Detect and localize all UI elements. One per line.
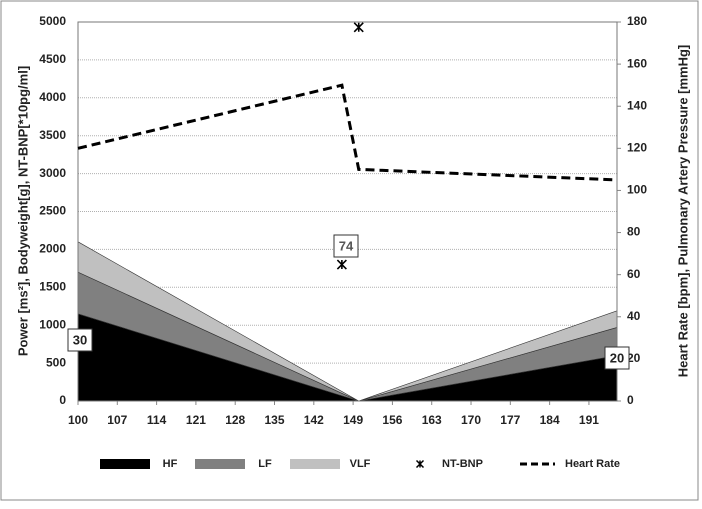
x-tick-label: 184 (540, 413, 560, 427)
y2-tick-label: 80 (627, 225, 641, 239)
y-tick-label: 1000 (39, 317, 66, 331)
x-tick-label: 121 (186, 413, 206, 427)
x-tick-label: 177 (500, 413, 520, 427)
annotation: 20 (610, 350, 624, 365)
y2-axis-label: Heart Rate [bpm], Pulmonary Artery Press… (675, 45, 690, 378)
x-tick-label: 191 (579, 413, 599, 427)
y2-tick-label: 40 (627, 309, 641, 323)
x-tick-label: 128 (225, 413, 245, 427)
x-tick-label: 142 (304, 413, 324, 427)
y2-tick-label: 0 (627, 393, 634, 407)
y-tick-label: 4000 (39, 90, 66, 104)
y2-tick-label: 120 (627, 141, 647, 155)
legend-label: NT-BNP (442, 458, 483, 470)
legend-swatch (195, 459, 245, 469)
y-tick-label: 500 (46, 355, 66, 369)
x-tick-label: 149 (343, 413, 363, 427)
y-tick-label: 0 (59, 393, 66, 407)
annotation-box (333, 234, 359, 258)
y-tick-label: 2500 (39, 204, 66, 218)
legend-marker (415, 459, 425, 469)
x-tick-label: 135 (264, 413, 284, 427)
annotation: 30 (73, 332, 87, 347)
y-tick-label: 5000 (39, 14, 66, 28)
y-axis-label: Power [ms²], Bodyweight[g], NT-BNP[*10pg… (15, 66, 30, 356)
legend-swatch (100, 459, 150, 469)
x-tick-label: 170 (461, 413, 481, 427)
x-tick-label: 114 (147, 413, 167, 427)
annotation-box (604, 346, 630, 370)
x-tick-label: 100 (68, 413, 88, 427)
y2-tick-label: 140 (627, 98, 647, 112)
y-tick-label: 4500 (39, 52, 66, 66)
y2-tick-label: 180 (627, 14, 647, 28)
legend-label: LF (258, 458, 272, 470)
y-tick-label: 1500 (39, 279, 66, 293)
marker (336, 259, 347, 270)
legend-label: Heart Rate (565, 458, 620, 470)
y-tick-label: 3000 (39, 166, 66, 180)
annotation: 74 (339, 238, 354, 253)
marker (353, 22, 364, 33)
legend-swatch (290, 459, 340, 469)
y2-tick-label: 60 (627, 267, 641, 281)
line (77, 83, 618, 182)
annotation-box (67, 328, 93, 352)
y2-tick-label: 100 (627, 183, 647, 197)
x-tick-label: 163 (422, 413, 442, 427)
x-tick-label: 107 (107, 413, 127, 427)
legend-label: HF (163, 458, 178, 470)
y2-tick-label: 160 (627, 56, 647, 70)
legend-label: VLF (350, 458, 371, 470)
y2-tick-label: 20 (627, 351, 641, 365)
y-tick-label: 3500 (39, 128, 66, 142)
plot-border (77, 21, 618, 402)
y-tick-label: 2000 (39, 242, 66, 256)
x-tick-label: 156 (382, 413, 402, 427)
